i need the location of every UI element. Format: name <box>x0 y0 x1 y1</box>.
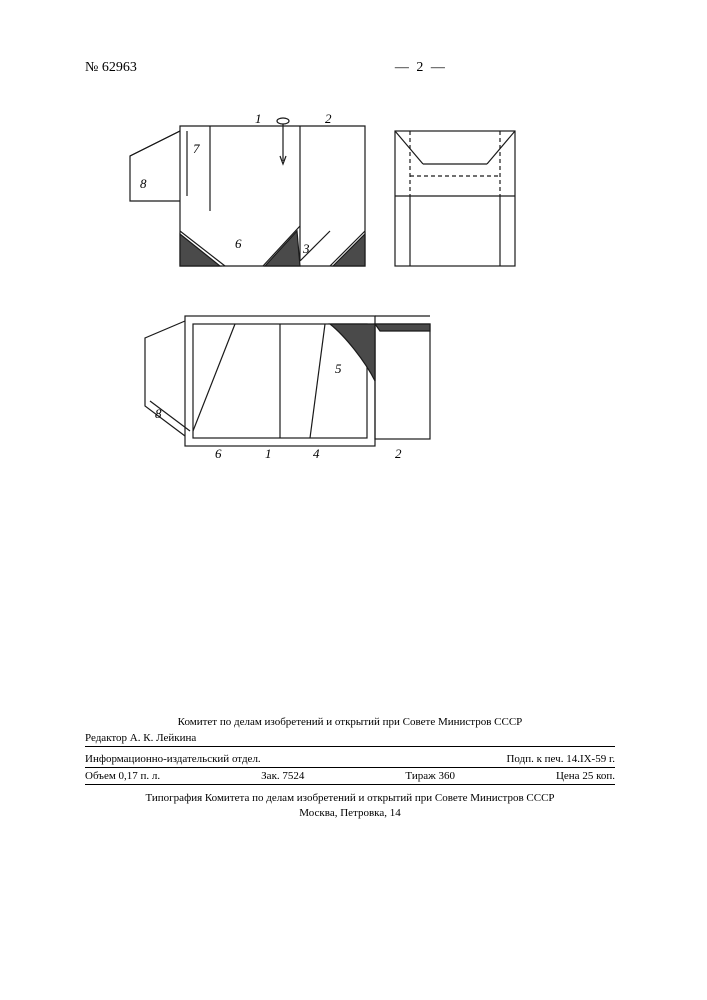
print-run: Тираж 360 <box>405 770 455 782</box>
page-number: — 2 — <box>395 60 447 76</box>
label-4: 4 <box>313 446 320 462</box>
diagram-svg <box>115 106 535 486</box>
editor-line: Редактор А. К. Лейкина <box>85 732 615 747</box>
label-2-top: 2 <box>325 111 332 127</box>
info-row-2: Объем 0,17 п. л. Зак. 7524 Тираж 360 Цен… <box>85 768 615 785</box>
label-5: 5 <box>335 361 342 377</box>
label-6-bottom: 6 <box>215 446 222 462</box>
label-6: 6 <box>235 236 242 252</box>
committee-line: Комитет по делам изобретений и открытий … <box>85 716 615 728</box>
page-header: № 62963 — 2 — <box>85 60 615 76</box>
patent-number: № 62963 <box>85 60 137 76</box>
publishing-dept: Информационно-издательский отдел. <box>85 753 261 765</box>
label-8: 8 <box>140 176 147 192</box>
technical-figure: 1 2 7 8 6 3 5 2 8 6 1 4 <box>115 106 535 486</box>
label-2-bottom: 2 <box>395 446 402 462</box>
label-8-bottom: 8 <box>155 406 162 422</box>
info-row-1: Информационно-издательский отдел. Подп. … <box>85 751 615 768</box>
label-1-bottom: 1 <box>265 446 272 462</box>
label-1-top: 1 <box>255 111 262 127</box>
label-3: 3 <box>303 241 310 257</box>
volume: Объем 0,17 п. л. <box>85 770 160 782</box>
print-date: Подп. к печ. 14.IX-59 г. <box>506 753 615 765</box>
typography-line: Типография Комитета по делам изобретений… <box>85 791 615 820</box>
footer-block: Комитет по делам изобретений и открытий … <box>85 716 615 820</box>
order-no: Зак. 7524 <box>261 770 304 782</box>
price: Цена 25 коп. <box>556 770 615 782</box>
label-7: 7 <box>193 141 200 157</box>
